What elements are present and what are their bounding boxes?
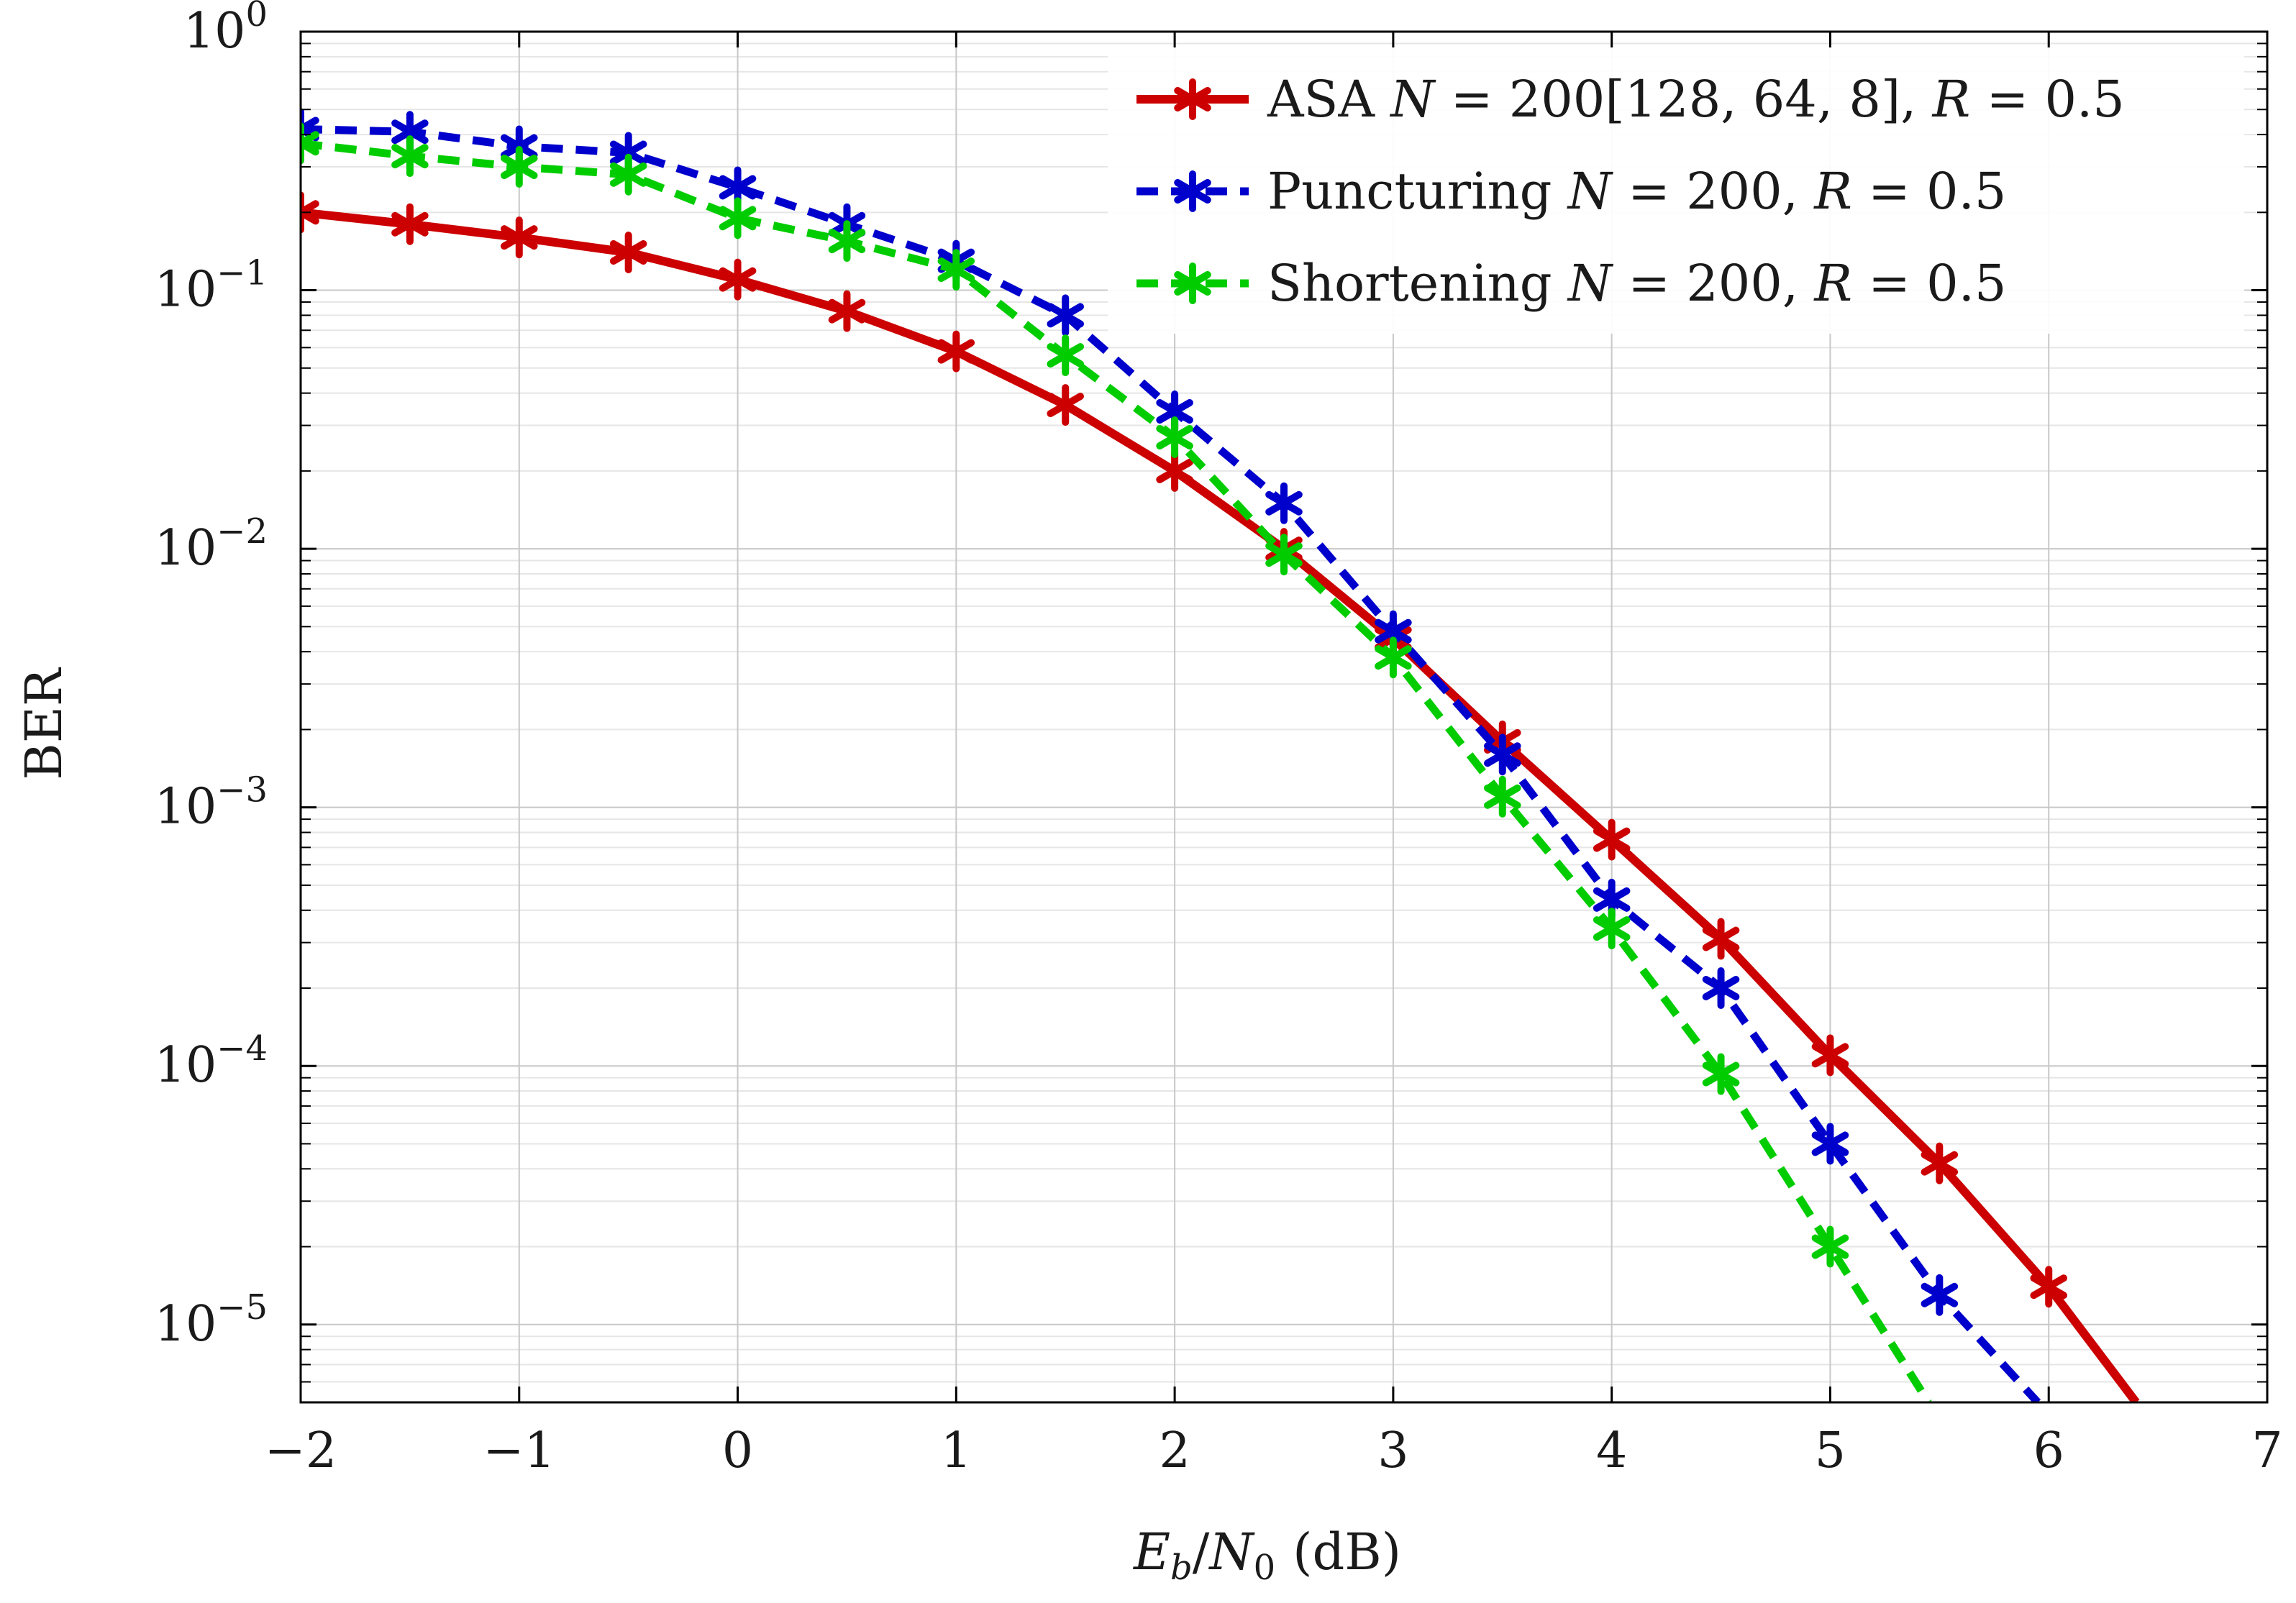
legend-marker-asa (1174, 78, 1211, 120)
series-line-asa (301, 208, 2140, 1402)
axis-ticks (299, 30, 2269, 1402)
data-point-asa (1921, 1142, 1959, 1184)
legend-item-puncturing: Puncturing 𝑁 = 200, 𝑅 = 0.5 (1136, 162, 2006, 221)
legend: ASA 𝑁 = 200[128, 64, 8], 𝑅 = 0.5 Puncturi… (1108, 47, 2244, 334)
series-line-shortening (301, 139, 1932, 1402)
series-puncturing (301, 108, 2041, 1402)
plot-frame (299, 30, 2269, 1404)
x-tick-labels: −2 −1 0 1 2 3 4 5 6 7 (265, 1422, 2283, 1479)
data-point-asa (719, 258, 757, 301)
data-point-asa (391, 203, 429, 245)
y-tick-label: 10−3 (155, 770, 268, 836)
y-tick-label: 10−4 (155, 1028, 268, 1094)
y-tick-label: 100 (183, 0, 268, 60)
y-tick-label: 10−1 (155, 253, 268, 319)
x-tick-label: 6 (2033, 1422, 2064, 1479)
series-shortening (301, 122, 1932, 1402)
data-point-shortening (1702, 1053, 1740, 1095)
y-axis-title: BER (14, 667, 73, 780)
data-point-shortening (828, 220, 866, 262)
data-point-shortening (719, 197, 757, 239)
series-asa (301, 191, 2140, 1402)
data-point-shortening (1593, 908, 1631, 950)
data-point-shortening (1483, 775, 1521, 818)
x-axis-title: Eb/N0 (dB) (1132, 1522, 1401, 1588)
x-tick-label: 2 (1159, 1422, 1190, 1479)
data-point-asa (1156, 449, 1193, 492)
data-point-puncturing (1921, 1274, 1959, 1316)
data-point-puncturing (1702, 967, 1740, 1009)
series-layer (301, 108, 2140, 1402)
x-axis-zero: 0 (1254, 1548, 1276, 1588)
x-tick-label: 5 (1815, 1422, 1846, 1479)
data-point-shortening (301, 122, 319, 165)
data-point-shortening (1811, 1225, 1849, 1268)
legend-label-shortening: Shortening 𝑁 = 200, 𝑅 = 0.5 (1267, 254, 2007, 313)
data-point-shortening (500, 146, 538, 188)
data-point-asa (1811, 1034, 1849, 1077)
data-point-puncturing (1811, 1123, 1849, 1165)
legend-item-asa: ASA 𝑁 = 200[128, 64, 8], 𝑅 = 0.5 (1136, 70, 2125, 129)
y-tick-labels: 100 10−1 10−2 10−3 10−4 10−5 (155, 0, 268, 1353)
legend-label-asa: ASA 𝑁 = 200[128, 64, 8], 𝑅 = 0.5 (1267, 70, 2125, 129)
x-axis-n: N (1208, 1522, 1255, 1581)
data-point-shortening (1375, 636, 1412, 679)
data-point-asa (1702, 918, 1740, 960)
x-tick-label: 1 (941, 1422, 972, 1479)
data-point-shortening (609, 153, 647, 196)
data-point-puncturing (1483, 734, 1521, 776)
x-tick-label: 7 (2251, 1422, 2282, 1479)
x-axis-b: b (1170, 1548, 1193, 1588)
data-point-asa (1593, 818, 1631, 861)
data-point-shortening (1265, 534, 1303, 576)
legend-label-puncturing: Puncturing 𝑁 = 200, 𝑅 = 0.5 (1267, 162, 2006, 221)
x-axis-unit: (dB) (1293, 1522, 1401, 1581)
data-point-asa (609, 232, 647, 274)
data-point-asa (2030, 1266, 2068, 1308)
legend-item-shortening: Shortening 𝑁 = 200, 𝑅 = 0.5 (1136, 254, 2007, 313)
legend-box (1108, 47, 2244, 334)
data-point-puncturing (1265, 482, 1303, 524)
data-point-shortening (391, 135, 429, 178)
x-tick-label: −1 (483, 1422, 555, 1479)
x-axis-e: E (1132, 1522, 1170, 1581)
legend-marker-shortening (1174, 262, 1211, 304)
data-point-asa (500, 216, 538, 259)
x-axis-slash: / (1193, 1522, 1210, 1581)
x-tick-label: −2 (265, 1422, 337, 1479)
data-point-puncturing (1047, 294, 1085, 337)
data-point-shortening (937, 249, 975, 291)
data-point-asa (937, 330, 975, 373)
data-point-shortening (1047, 334, 1085, 377)
legend-marker-puncturing (1174, 170, 1211, 212)
y-tick-label: 10−2 (155, 511, 268, 577)
data-point-asa (301, 191, 319, 234)
data-point-asa (828, 290, 866, 332)
data-point-asa (1047, 384, 1085, 426)
data-point-shortening (1156, 416, 1193, 459)
y-tick-label: 10−5 (155, 1287, 268, 1353)
x-tick-label: 0 (722, 1422, 753, 1479)
x-tick-label: 3 (1377, 1422, 1408, 1479)
x-tick-label: 4 (1596, 1422, 1627, 1479)
